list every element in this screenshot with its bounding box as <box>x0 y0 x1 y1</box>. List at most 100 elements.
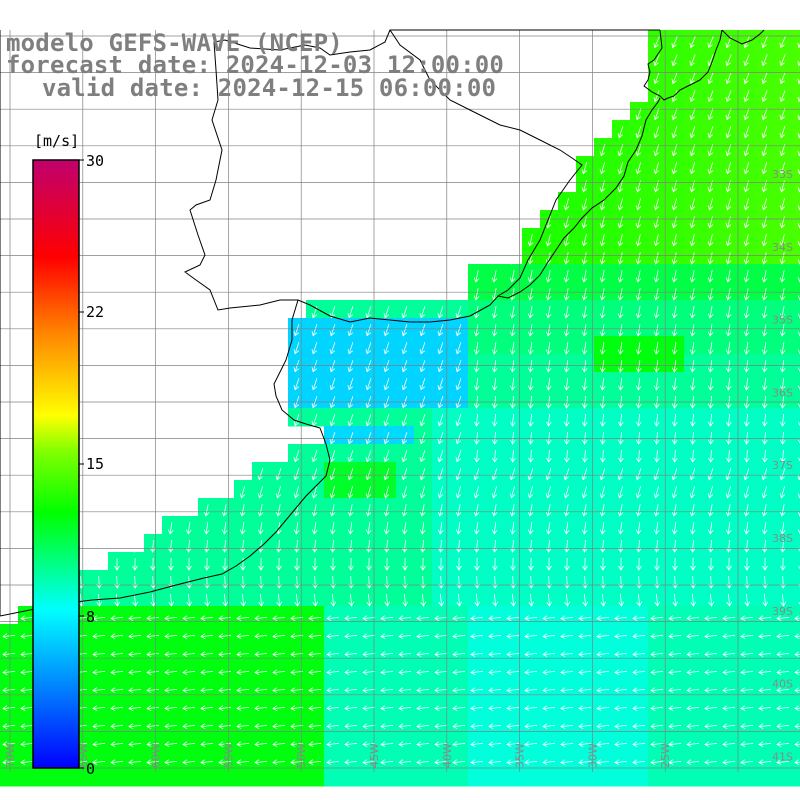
wind-arrow <box>798 565 800 570</box>
wind-cell <box>216 732 235 751</box>
wind-arrow <box>452 759 466 766</box>
wind-cell <box>468 606 487 625</box>
wind-arrow <box>671 270 678 283</box>
wind-cell <box>792 372 800 391</box>
wind-cell <box>774 138 793 157</box>
wind-cell <box>396 624 415 643</box>
wind-arrow <box>671 108 678 121</box>
wind-cell <box>774 750 793 769</box>
wind-arrow <box>617 108 624 121</box>
wind-arrow <box>527 431 534 445</box>
wind-arrow <box>293 414 300 427</box>
wind-arrow <box>311 468 318 481</box>
wind-cell <box>702 588 721 607</box>
wind-arrow <box>581 377 588 391</box>
wind-cell <box>270 588 289 607</box>
wind-cell <box>684 228 703 247</box>
wind-arrow <box>707 342 714 355</box>
wind-arrow <box>779 504 786 517</box>
wind-arrow <box>761 144 768 157</box>
wind-arrow <box>617 504 624 517</box>
wind-cell <box>378 390 397 409</box>
wind-arrow <box>689 468 696 481</box>
wind-arrow <box>182 705 196 712</box>
wind-cell <box>648 66 667 85</box>
wind-arrow <box>581 252 588 265</box>
wind-arrow <box>779 270 786 283</box>
wind-arrow <box>761 539 768 553</box>
wind-arrow <box>491 306 498 319</box>
wind-arrow <box>221 522 228 535</box>
wind-arrow <box>437 342 444 355</box>
wind-cell <box>252 732 271 751</box>
wind-cell <box>720 768 739 787</box>
colorbar-label-15: 15 <box>86 455 105 473</box>
wind-arrow <box>527 342 534 355</box>
wind-arrow <box>455 504 462 517</box>
lat-lon-grid <box>0 30 800 772</box>
wind-arrow <box>272 669 286 676</box>
wind-arrow <box>362 741 376 748</box>
wind-arrow <box>20 759 34 766</box>
wind-cell <box>702 120 721 139</box>
wind-cell <box>738 750 757 769</box>
wind-cell <box>324 732 343 751</box>
wind-arrow <box>437 324 444 337</box>
wind-arrow <box>527 468 534 481</box>
wind-cell <box>792 354 800 373</box>
wind-cell <box>450 336 469 355</box>
wind-cell <box>450 426 469 445</box>
wind-arrow <box>146 669 160 676</box>
wind-arrow <box>581 413 588 427</box>
wind-arrow <box>437 432 444 445</box>
wind-arrow <box>329 539 336 553</box>
wind-cell <box>324 588 343 607</box>
wind-cell <box>702 642 721 661</box>
wind-arrow <box>401 539 408 553</box>
wind-arrow <box>20 651 34 658</box>
wind-cell <box>576 174 595 193</box>
wind-arrow <box>707 36 714 49</box>
wind-cell <box>414 642 433 661</box>
wind-cell <box>756 678 775 697</box>
wind-cell <box>450 408 469 427</box>
wind-arrow <box>761 270 768 283</box>
wind-cell <box>432 606 451 625</box>
wind-arrow <box>689 108 696 121</box>
wind-arrow <box>599 504 606 517</box>
wind-arrow <box>380 615 394 622</box>
wind-arrow <box>2 633 16 640</box>
wind-arrow <box>542 705 556 712</box>
wind-arrow <box>725 431 732 445</box>
wind-arrow <box>632 741 646 748</box>
wind-arrow <box>308 687 322 694</box>
wind-arrow <box>671 413 678 427</box>
wind-arrow <box>653 252 660 265</box>
wind-arrow <box>707 252 714 265</box>
wind-arrow <box>797 385 800 391</box>
wind-arrow <box>474 557 480 571</box>
wind-arrow <box>614 669 628 676</box>
wind-cell <box>594 696 613 715</box>
wind-cell <box>756 642 775 661</box>
wind-cell <box>720 714 739 733</box>
wind-cell <box>666 84 685 103</box>
wind-arrow <box>92 687 106 694</box>
wind-cell <box>180 588 199 607</box>
wind-arrow <box>128 759 142 766</box>
wind-cell <box>432 408 451 427</box>
wind-cell <box>666 120 685 139</box>
wind-arrow <box>128 705 142 712</box>
wind-arrow <box>383 539 390 553</box>
wind-arrow <box>761 413 768 427</box>
wind-cell <box>288 660 307 679</box>
wind-arrow <box>617 270 624 283</box>
wind-cell <box>612 750 631 769</box>
wind-arrow <box>311 324 318 337</box>
lon-label: 35W <box>514 743 527 768</box>
wind-cell <box>504 462 523 481</box>
wind-cell <box>612 192 631 211</box>
wind-arrow <box>779 198 786 211</box>
wind-arrow <box>725 468 732 481</box>
wind-arrow <box>743 522 750 535</box>
